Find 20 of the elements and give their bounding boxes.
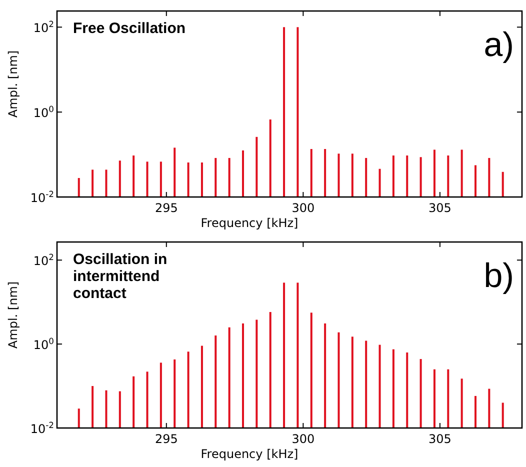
text: Free Oscillation	[73, 20, 186, 37]
y-tick-label: 10$^{-2}$	[30, 420, 54, 436]
x-tick-label: 295	[154, 432, 178, 446]
y-axis-title: Ampl. [nm]	[6, 50, 20, 118]
x-tick-label: 305	[428, 432, 452, 446]
y-tick-label: 10$^{2}$	[33, 19, 54, 36]
y-tick-label: 10$^{0}$	[33, 104, 54, 120]
y-tick-label: 10$^{-2}$	[30, 189, 54, 205]
x-axis-title: Frequency [kHz]	[200, 216, 298, 230]
annotation: b)	[484, 257, 514, 295]
x-tick-label: 295	[154, 201, 178, 215]
y-tick-label: 10$^{0}$	[33, 336, 54, 352]
y-axis-title: Ampl. [nm]	[6, 281, 20, 349]
x-axis-title: Frequency [kHz]	[200, 447, 298, 461]
text: Oscillation in intermittend contact	[73, 251, 168, 302]
x-tick-label: 300	[292, 201, 315, 215]
annotation: a)	[484, 26, 514, 64]
x-tick-label: 305	[428, 201, 452, 215]
x-tick-label: 300	[292, 432, 315, 446]
y-tick-label: 10$^{2}$	[33, 252, 54, 268]
